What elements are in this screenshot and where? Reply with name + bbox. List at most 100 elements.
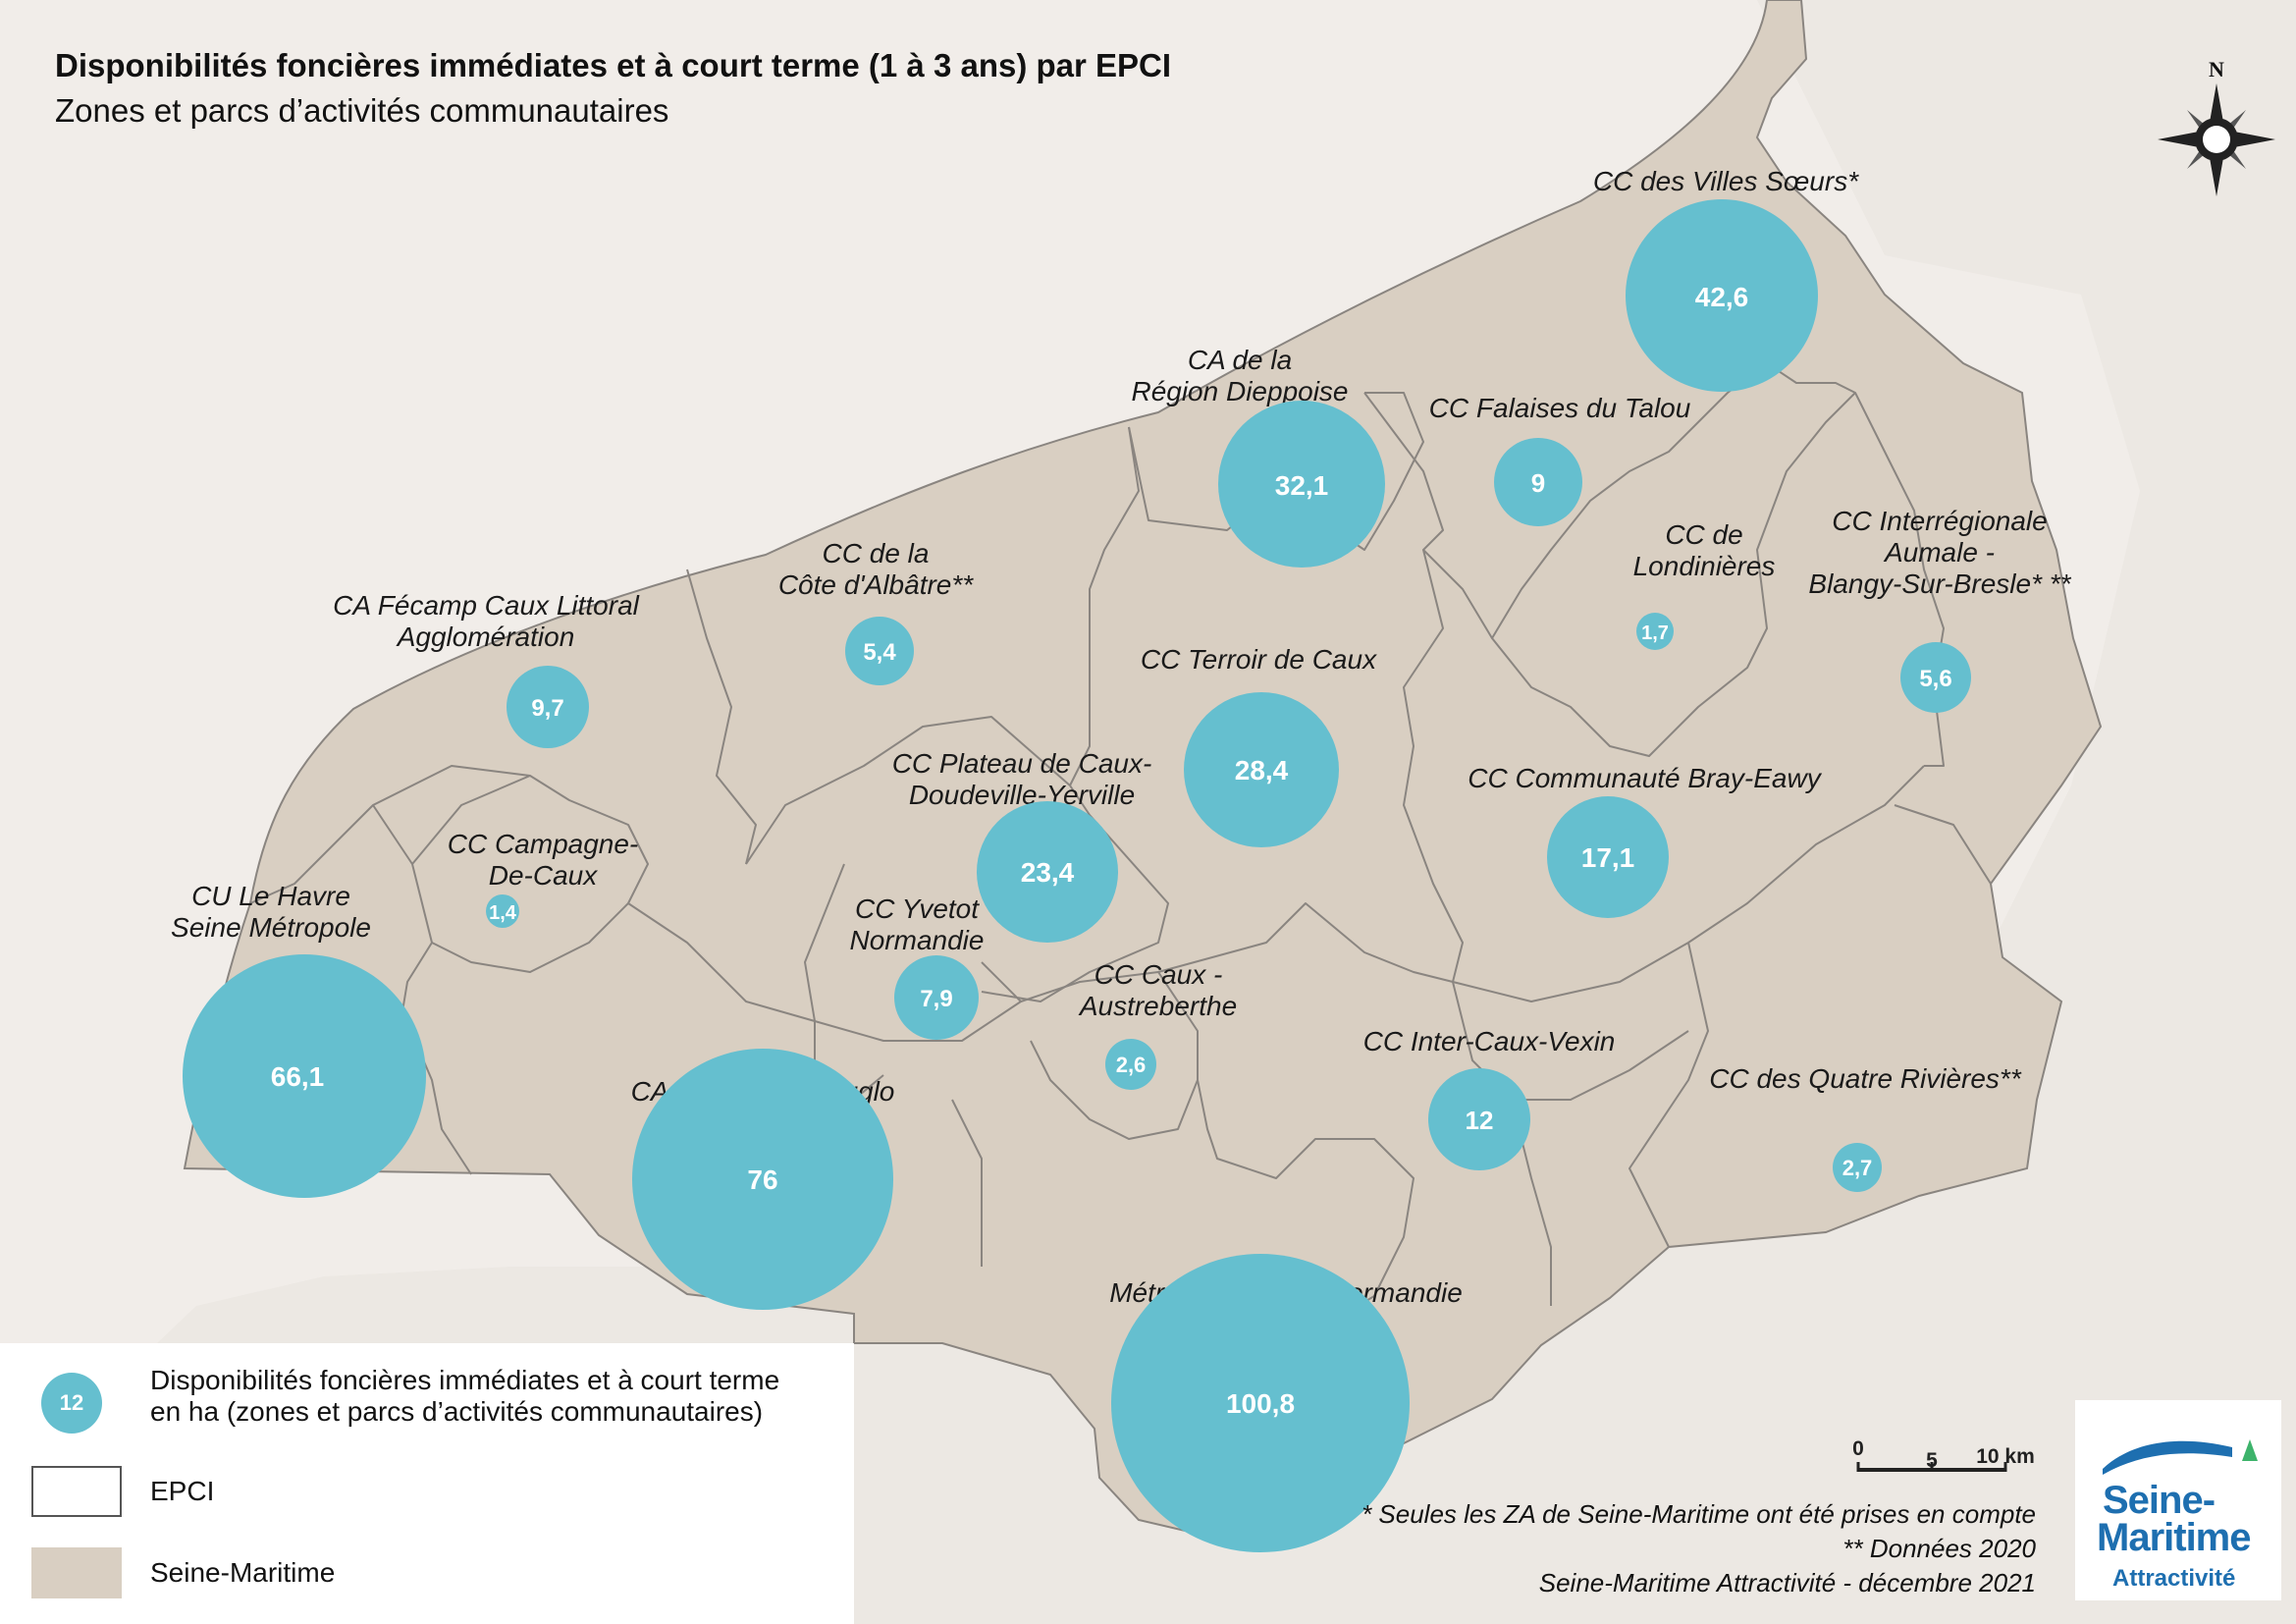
label-plateau-caux: CC Plateau de Caux-Doudeville-Yerville <box>892 748 1152 810</box>
map-subtitle: Zones et parcs d’activités communautaire… <box>55 92 669 129</box>
bubble-caux-austreberthe <box>1105 1039 1156 1090</box>
credit-line: Seine-Maritime Attractivité - décembre 2… <box>1538 1568 2036 1597</box>
value-falaises-talou: 9 <box>1531 468 1545 498</box>
label-villes-soeurs: CC des Villes Sœurs* <box>1593 166 1859 196</box>
boundary-campagne-caux <box>411 775 649 973</box>
value-le-havre: 66,1 <box>271 1061 325 1092</box>
boundary-fecamp-albatre <box>686 568 757 865</box>
boundary-quatre-rivieres <box>1629 942 1709 1248</box>
legend-epci-swatch <box>31 1466 122 1517</box>
value-aumale: 5,6 <box>1919 666 1951 692</box>
legend-epci-label: EPCI <box>150 1476 215 1506</box>
epci-boundaries <box>249 323 1992 1326</box>
value-inter-caux-vexin: 12 <box>1466 1106 1494 1135</box>
scale-tick-0: 0 <box>1852 1437 1864 1460</box>
legend-bubble-symbol: 12 <box>41 1373 102 1434</box>
bubbles: 42,6 32,1 9 1,7 5,6 5,4 9,7 28,4 23,4 17… <box>183 199 1971 1552</box>
label-campagne-caux: CC Campagne-De-Caux <box>448 829 639 891</box>
map-title: Disponibilités foncières immédiates et à… <box>55 47 1172 83</box>
bubble-campagne-caux <box>486 894 519 928</box>
bubble-londinieres <box>1636 613 1674 650</box>
value-plateau-caux: 23,4 <box>1021 857 1075 888</box>
boundary-albatre-terroir <box>1069 426 1140 786</box>
scale-tick-10: 10 km <box>1976 1445 2035 1468</box>
logo-text-maritime: Maritime <box>2097 1516 2251 1559</box>
label-caux-austreberthe: CC Caux -Austreberthe <box>1078 959 1237 1021</box>
boundary-rouen-north <box>951 1079 1415 1326</box>
legend: 12 Disponibilités foncières immédiates e… <box>0 1343 854 1624</box>
value-yvetot: 7,9 <box>920 986 952 1012</box>
boundary-villes-soeurs <box>1766 362 1945 767</box>
footnotes: * Seules les ZA de Seine-Maritime ont ét… <box>1362 1497 2036 1600</box>
boundary-terroir-bray <box>1403 549 1464 983</box>
bubble-yvetot <box>894 955 979 1040</box>
boundary-aumale-south <box>1894 804 1992 885</box>
logo-text-attractivite: Attractivité <box>2112 1565 2236 1592</box>
value-terroir-caux: 28,4 <box>1235 755 1289 785</box>
bubble-terroir-caux <box>1184 692 1339 847</box>
bubble-le-havre <box>183 954 426 1198</box>
value-cote-albatre: 5,4 <box>863 639 896 666</box>
value-caux-austreberthe: 2,6 <box>1116 1053 1147 1077</box>
boundary-bray-east <box>1452 765 1925 1002</box>
bubble-inter-caux-vexin <box>1428 1068 1530 1170</box>
value-campagne-caux: 1,4 <box>489 902 517 924</box>
bubble-caux-seine <box>632 1049 893 1310</box>
bubble-fecamp <box>507 666 589 748</box>
label-londinieres: CC de Londinières <box>1633 519 1776 581</box>
logo-wave-icon <box>2103 1439 2258 1475</box>
compass-rose-icon: N <box>2158 57 2275 196</box>
footnote-1: * Seules les ZA de Seine-Maritime ont ét… <box>1362 1499 2036 1529</box>
label-falaises-talou: CC Falaises du Talou <box>1429 393 1691 423</box>
boundary-londinieres <box>1491 392 1856 757</box>
logo-text-seine: Seine- <box>2103 1479 2216 1522</box>
legend-row-department: Seine-Maritime <box>0 1547 854 1624</box>
scale-bar: 0 5 10 km <box>1852 1437 2035 1472</box>
epci-labels: CC des Villes Sœurs* CA de la Région Diep… <box>171 166 2072 1308</box>
bubble-rouen <box>1111 1254 1410 1552</box>
scale-tick-5: 5 <box>1926 1449 1938 1472</box>
legend-department-label: Seine-Maritime <box>150 1557 336 1588</box>
label-fecamp: CA Fécamp Caux Littoral Agglomération <box>333 590 640 652</box>
boundary-inter-caux-vexin <box>1157 902 1689 1101</box>
legend-bubble-text: Disponibilités foncières immédiates et à… <box>150 1365 780 1427</box>
label-inter-caux-vexin: CC Inter-Caux-Vexin <box>1363 1026 1616 1056</box>
bubble-falaises-talou <box>1494 438 1582 526</box>
label-cote-albatre: CC de la Côte d'Albâtre** <box>778 538 974 600</box>
value-londinieres: 1,7 <box>1641 623 1669 644</box>
value-rouen: 100,8 <box>1226 1388 1295 1419</box>
legend-department-swatch <box>31 1547 122 1598</box>
legend-row-epci: EPCI <box>0 1466 854 1544</box>
bubble-aumale <box>1900 642 1971 713</box>
label-le-havre: CU Le Havre Seine Métropole <box>171 881 371 943</box>
label-terroir-caux: CC Terroir de Caux <box>1141 644 1377 675</box>
bubble-quatre-rivieres <box>1833 1143 1882 1192</box>
bubble-villes-soeurs <box>1626 199 1818 392</box>
footnote-2: ** Données 2020 <box>1842 1534 2036 1563</box>
bubble-plateau-caux <box>977 801 1118 943</box>
legend-row-bubble: 12 Disponibilités foncières immédiates e… <box>0 1343 854 1461</box>
boundary-talou <box>1363 323 1788 639</box>
value-quatre-rivieres: 2,7 <box>1842 1156 1873 1180</box>
boundary-yvetot <box>804 863 1022 1042</box>
value-dieppoise: 32,1 <box>1275 470 1329 501</box>
compass-north-label: N <box>2209 57 2224 81</box>
boundary-fecamp-south <box>372 765 531 806</box>
value-fecamp: 9,7 <box>531 695 563 722</box>
label-aumale: CC Interrégionale Aumale -Blangy-Sur-Bres… <box>1808 506 2071 599</box>
bubble-bray-eawy <box>1547 796 1669 918</box>
bubble-dieppoise <box>1218 401 1385 568</box>
label-bray-eawy: CC Communauté Bray-Eawy <box>1468 763 1822 793</box>
value-villes-soeurs: 42,6 <box>1695 282 1749 312</box>
value-caux-seine: 76 <box>747 1164 777 1195</box>
label-yvetot: CC Yvetot Normandie <box>850 893 985 955</box>
seine-maritime-attractivite-logo: Seine- Maritime Attractivité <box>2075 1400 2281 1600</box>
boundary-caux-austreberthe <box>1020 971 1199 1140</box>
value-bray-eawy: 17,1 <box>1581 842 1635 873</box>
boundary-havre <box>249 804 472 1175</box>
boundary-plateau <box>745 716 1169 1002</box>
label-quatre-rivieres: CC des Quatre Rivières** <box>1709 1063 2022 1094</box>
bubble-cote-albatre <box>845 617 914 685</box>
